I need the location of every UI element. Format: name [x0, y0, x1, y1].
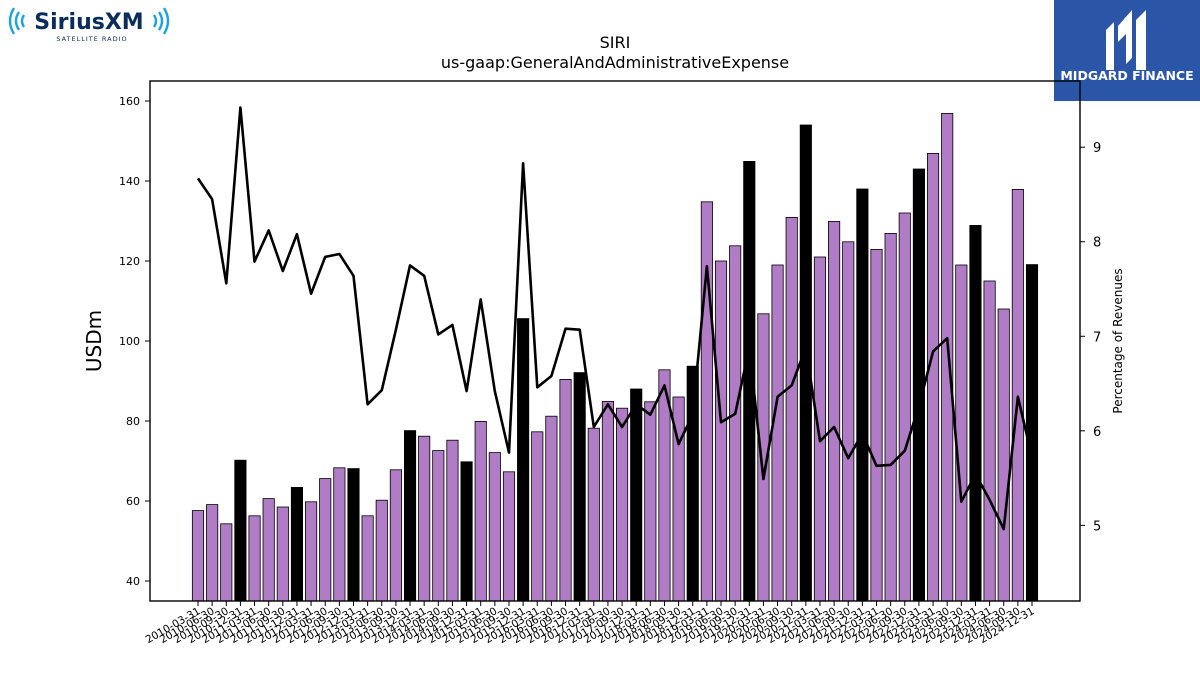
y-tick-label-120: 120	[119, 255, 140, 268]
brand-right-name: MIDGARD FINANCE	[1060, 68, 1193, 83]
bar-2012-12-31	[347, 468, 360, 602]
bar-2024-09-30	[1011, 188, 1024, 602]
bar-2015-06-30	[488, 452, 501, 602]
bar-2015-09-30	[502, 471, 516, 602]
y2-tick-label-9: 9	[1093, 141, 1101, 156]
bar-2010-12-31	[234, 459, 247, 602]
bar-2013-06-30	[375, 499, 388, 602]
y2-tick-label-8: 8	[1093, 236, 1101, 251]
bar-2010-03-31	[191, 510, 205, 602]
bar-2016-09-30	[559, 378, 572, 602]
bar-2021-06-30	[828, 220, 841, 602]
bar-2023-09-30	[955, 264, 968, 602]
chart-subtitle: us-gaap:GeneralAndAdministrativeExpense	[441, 53, 789, 72]
line-layer	[196, 106, 1034, 531]
bar-2021-09-30	[842, 241, 855, 602]
midgard-emblem-icon	[1106, 10, 1146, 70]
bar-2022-03-31	[870, 248, 883, 602]
bar-2016-12-31	[573, 372, 586, 602]
bar-2012-09-30	[333, 467, 346, 602]
plot-frame	[149, 80, 1081, 602]
bar-2013-12-31	[403, 430, 417, 602]
bar-2016-06-30	[545, 415, 558, 602]
bar-2011-03-31	[248, 515, 261, 602]
bar-2011-06-30	[262, 498, 275, 602]
bar-2022-12-31	[912, 168, 925, 602]
y-tick-label-40: 40	[126, 575, 140, 588]
midgard-finance-logo: MIDGARD FINANCE	[1054, 0, 1200, 101]
bar-2021-03-31	[813, 256, 827, 602]
bar-2017-12-31	[630, 388, 643, 602]
bar-2014-03-31	[418, 435, 431, 602]
y-tick-label-160: 160	[119, 95, 140, 108]
bar-2023-06-30	[941, 113, 954, 602]
bar-2013-09-30	[389, 469, 402, 602]
brand-left-name: SiriusXM	[34, 10, 143, 35]
bar-2016-03-31	[531, 431, 544, 602]
bar-2022-06-30	[884, 232, 897, 602]
y-tick-label-60: 60	[126, 495, 140, 508]
chart-title: SIRI	[600, 33, 631, 52]
bar-2010-09-30	[220, 523, 233, 602]
y-tick-label-140: 140	[119, 175, 140, 188]
y-axis-label: USDm	[82, 310, 106, 372]
bar-2014-12-31	[460, 461, 473, 602]
bar-2012-03-31	[305, 501, 318, 602]
bar-2017-09-30	[616, 407, 629, 602]
bar-2020-06-30	[771, 264, 784, 602]
percentage-of-revenues-line	[196, 106, 1034, 531]
bar-2023-03-31	[926, 152, 940, 602]
y2-tick-label-6: 6	[1093, 425, 1101, 440]
bar-2010-06-30	[206, 504, 219, 602]
bar-2019-03-31	[700, 201, 713, 602]
y2-axis-label: Percentage of Revenues	[1111, 268, 1125, 413]
bar-2020-09-30	[785, 216, 798, 602]
brand-left-tagline: SATELLITE RADIO	[56, 35, 127, 43]
bar-2015-03-31	[474, 420, 487, 602]
bar-2023-12-31	[969, 224, 982, 602]
y-tick-label-80: 80	[126, 415, 140, 428]
axes-layer: 406080100120140160567892010-03-312010-06…	[119, 80, 1101, 646]
bar-2014-06-30	[432, 450, 445, 602]
bar-2024-03-31	[983, 280, 996, 602]
bar-2019-09-30	[729, 245, 742, 602]
bar-2019-06-30	[714, 260, 728, 602]
siriusxm-logo: SiriusXM SATELLITE RADIO	[4, 4, 184, 46]
bar-2018-03-31	[644, 401, 657, 602]
bar-2022-09-30	[898, 212, 911, 602]
bar-2017-03-31	[587, 427, 600, 602]
bar-2021-12-31	[856, 188, 869, 602]
y2-tick-label-5: 5	[1093, 519, 1101, 534]
bar-2011-09-30	[276, 506, 289, 602]
bar-2017-06-30	[601, 400, 614, 602]
bar-2013-03-31	[361, 515, 374, 602]
radio-waves-icon	[8, 7, 170, 35]
bars-layer	[191, 113, 1039, 602]
bar-2011-12-31	[290, 486, 304, 602]
bar-2024-06-30	[997, 308, 1010, 602]
bar-2024-12-31	[1025, 264, 1039, 602]
bar-2015-12-31	[517, 318, 530, 602]
bar-2014-09-30	[446, 439, 459, 602]
y-tick-label-100: 100	[119, 335, 140, 348]
y2-tick-label-7: 7	[1093, 330, 1101, 345]
bar-2012-06-30	[319, 478, 332, 602]
bar-2020-12-31	[799, 124, 812, 602]
